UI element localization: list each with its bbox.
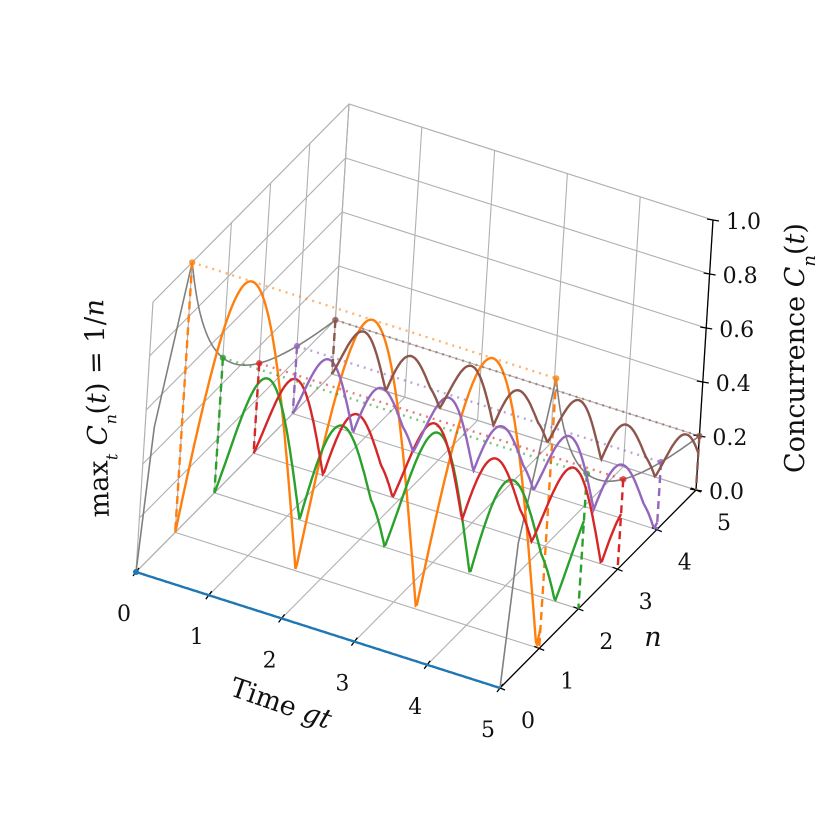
y-tick-label: 0 <box>521 709 535 734</box>
y-axis-line <box>499 489 697 689</box>
back-pane <box>331 103 714 491</box>
series-max-level-n1 <box>191 261 557 380</box>
floor-grid-line-t <box>354 443 551 642</box>
z-tick <box>700 326 713 330</box>
series-drop-start-n5 <box>330 319 337 375</box>
back-grid-line-z <box>338 265 703 383</box>
y-tick-label: 3 <box>639 590 653 615</box>
z-tick <box>696 380 709 384</box>
back-grid-line-z <box>331 373 697 491</box>
left-grid-line-n <box>292 143 311 414</box>
series-max-marker-start-n4 <box>293 342 301 350</box>
left-grid-line-z <box>149 157 346 357</box>
left-grid-line-z <box>135 373 333 573</box>
series-line-n3 <box>252 377 623 564</box>
series-line-n2 <box>213 377 586 602</box>
z-axis-title: Concurrence Cn(t) <box>780 223 820 473</box>
series-max-level-n2 <box>222 356 588 475</box>
series-max-level-n4 <box>296 344 662 464</box>
series-drop-start-n4 <box>291 346 299 414</box>
series-max-marker-end-n5 <box>696 432 703 440</box>
series-max-level-n5 <box>335 318 700 438</box>
series-max-marker-start-n2 <box>219 354 227 361</box>
series-line-n4 <box>291 357 659 530</box>
series-drop-end-n1 <box>538 378 558 649</box>
x-tick-label: 2 <box>263 648 277 673</box>
series-max-marker-n0 <box>133 569 139 575</box>
series-max-marker-end-n1 <box>553 375 560 382</box>
series-line-n0 <box>135 570 501 690</box>
left-grid-line-z <box>152 103 350 303</box>
x-tick-label: 0 <box>117 602 131 627</box>
x-tick-label: 3 <box>335 672 349 697</box>
y-tick-label: 4 <box>678 551 692 576</box>
series-max-marker-start-n1 <box>189 259 196 266</box>
back-grid-line-z <box>342 211 707 329</box>
back-grid-line-t <box>549 173 568 444</box>
z-tick-label: 0.2 <box>712 426 747 451</box>
series-drop-end-n4 <box>655 462 663 530</box>
z-tick-label: 0.4 <box>716 372 751 397</box>
floor-grid-line-t <box>281 420 478 619</box>
x-tick-label: 5 <box>481 718 495 743</box>
y-axis-title: n <box>644 622 661 653</box>
x-axis-title: Time gt <box>226 672 335 736</box>
back-grid-line-t <box>404 127 423 398</box>
left-grid-line-z <box>139 319 336 519</box>
x-tick-label: 4 <box>408 695 422 720</box>
series-drop-end-n3 <box>616 479 625 570</box>
left-grid-line-z <box>145 211 343 411</box>
series-drop-start-n2 <box>213 357 225 493</box>
y-tick <box>612 566 623 572</box>
series-max-marker-start-n5 <box>332 316 339 324</box>
y-tick-label: 5 <box>717 511 731 536</box>
z-axis-line <box>695 219 714 491</box>
y-tick-label: 2 <box>599 630 613 655</box>
series-line-n5 <box>330 330 700 479</box>
z-tick <box>703 272 716 276</box>
axis-panes <box>135 102 714 574</box>
side-axis-title: maxt Cn(t) = 1/n <box>79 299 122 518</box>
series-drop-end-n5 <box>694 435 701 491</box>
back-grid-line-t <box>622 196 641 467</box>
series-drop-start-n1 <box>174 262 194 533</box>
left-grid-line-n <box>135 301 154 573</box>
y-tick <box>533 645 545 652</box>
floor-grid-line-n <box>214 492 579 610</box>
series-drop-end-n2 <box>577 473 589 609</box>
floor-grid-line-n <box>175 531 540 649</box>
z-tick <box>706 218 720 222</box>
left-grid-line-n <box>331 103 350 375</box>
series-max-marker-end-n3 <box>620 476 627 483</box>
back-grid-line-z <box>345 157 710 275</box>
z-tick-label: 0.8 <box>723 264 758 289</box>
x-tick-label: 1 <box>190 625 204 650</box>
z-tick-label: 0.0 <box>709 480 744 505</box>
y-tick-label: 1 <box>560 669 574 694</box>
z-tick-label: 1.0 <box>726 210 761 235</box>
z-tick-label: 0.6 <box>719 318 754 343</box>
series-drop-start-n3 <box>252 363 261 454</box>
series-max-marker-start-n3 <box>256 360 263 367</box>
series-layer <box>133 259 703 690</box>
series-max-level-n3 <box>258 362 624 481</box>
back-grid-line-z <box>348 103 714 221</box>
floor-grid-line-n <box>292 413 657 531</box>
